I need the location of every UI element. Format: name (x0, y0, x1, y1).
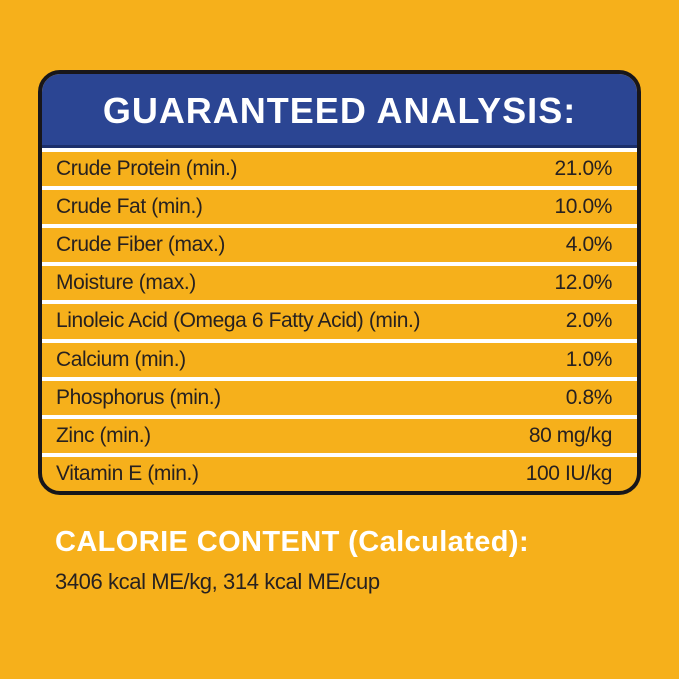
nutrient-label: Calcium (min.) (56, 347, 186, 371)
nutrient-label: Crude Protein (min.) (56, 157, 238, 181)
table-row: Crude Fiber (max.) 4.0% (42, 228, 637, 267)
table-row: Calcium (min.) 1.0% (42, 343, 637, 381)
table-row: Linoleic Acid (Omega 6 Fatty Acid) (min.… (42, 304, 637, 343)
panel-header: GUARANTEED ANALYSIS: (42, 74, 637, 152)
nutrient-value: 2.0% (565, 309, 613, 333)
nutrient-value: 12.0% (554, 271, 612, 295)
nutrient-label: Crude Fat (min.) (56, 195, 203, 219)
nutrient-value: 1.0% (565, 347, 613, 371)
nutrient-label: Linoleic Acid (Omega 6 Fatty Acid) (min.… (56, 309, 421, 333)
table-row: Moisture (max.) 12.0% (42, 266, 637, 305)
nutrient-value: 0.8% (565, 385, 613, 409)
table-row: Crude Fat (min.) 10.0% (42, 190, 637, 229)
nutrient-value: 10.0% (554, 195, 612, 219)
nutrient-label: Vitamin E (min.) (56, 461, 199, 485)
nutrient-label: Moisture (max.) (56, 271, 196, 295)
calorie-content-section: CALORIE CONTENT (Calculated): 3406 kcal … (55, 526, 639, 595)
table-row: Vitamin E (min.) 100 IU/kg (42, 457, 637, 491)
nutrient-label: Crude Fiber (max.) (56, 233, 226, 257)
table-row: Zinc (min.) 80 mg/kg (42, 419, 637, 457)
nutrient-value: 80 mg/kg (528, 423, 613, 447)
nutrient-label: Zinc (min.) (56, 423, 151, 447)
nutrient-value: 4.0% (565, 233, 613, 257)
calorie-content-value: 3406 kcal ME/kg, 314 kcal ME/cup (55, 569, 380, 594)
nutrient-value: 21.0% (554, 157, 612, 181)
nutrient-value: 100 IU/kg (525, 461, 613, 485)
table-row: Crude Protein (min.) 21.0% (42, 152, 637, 191)
table-row: Phosphorus (min.) 0.8% (42, 381, 637, 419)
analysis-table: Crude Protein (min.) 21.0% Crude Fat (mi… (42, 152, 637, 491)
guaranteed-analysis-panel: GUARANTEED ANALYSIS: Crude Protein (min.… (38, 70, 641, 495)
calorie-content-heading: CALORIE CONTENT (Calculated): (55, 526, 529, 558)
nutrient-label: Phosphorus (min.) (56, 385, 221, 409)
panel-title: GUARANTEED ANALYSIS: (102, 90, 577, 131)
